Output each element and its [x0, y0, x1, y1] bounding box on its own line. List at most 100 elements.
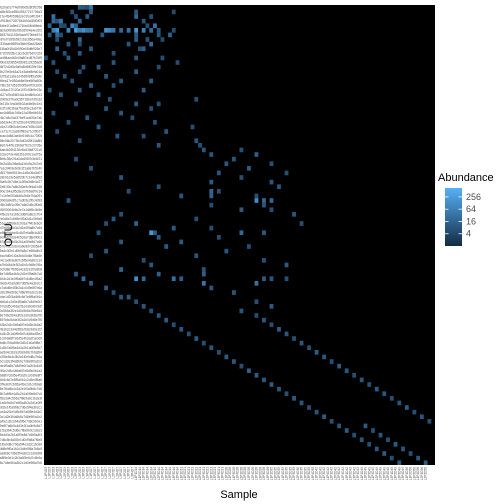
x-tick-label: L2P2D14	[153, 467, 157, 481]
heatmap-cell	[337, 423, 342, 429]
heatmap-cell	[269, 198, 274, 203]
y-tick-label: 3b0b7c3dd2e1f0a9b8c7d6e5f4a3b2c1	[0, 406, 42, 410]
x-tick-label: L1P1D49	[360, 467, 364, 481]
y-tick-label: a43a5fb12c6e07de4a63b1d09c1ad75a	[0, 153, 42, 157]
y-tick-label: e6ab19e8b7a6f5e4d3c2b1a0f9e8d7c6	[0, 392, 42, 396]
heatmap-cell	[371, 428, 375, 433]
x-tick-label: L3P4D35	[311, 467, 315, 481]
y-tick-label: 7a9c1b0d2e3f4a5b6c7d8e9f0a1b2c3d	[0, 291, 42, 295]
x-tick-label: L2P1D3	[59, 467, 63, 479]
heatmap-cell	[100, 32, 105, 38]
x-tick-label: L1P3D28	[232, 467, 236, 481]
heatmap-cell	[107, 28, 112, 33]
y-tick-label: c7f87a43e215c7ea0d9b32ab8e5fc1e4	[0, 102, 42, 106]
y-tick-label: 6f2d84a7c1b9e0f3a5d6c2b8e7f4a091	[0, 194, 42, 198]
y-tick-label: a7b72c6af0e1d2c3b4a5f6e7d8c9b0a1	[0, 419, 42, 423]
heatmap-cell	[352, 432, 357, 438]
legend-tick-label: 64	[466, 204, 476, 214]
heatmap-cell	[141, 258, 146, 263]
x-tick-label: L3P4D7	[130, 467, 134, 479]
heatmap-cell	[262, 377, 266, 383]
x-tick-label: L2P2D21	[198, 467, 202, 481]
x-tick-label: L1P2D14	[138, 467, 142, 481]
x-tick-label: L2P4D14	[161, 467, 165, 481]
heatmap-cell	[74, 271, 78, 277]
y-tick-label: ee6b9aa0c1d2e3f4a5b6c7d8e9f0a1b2	[0, 360, 42, 364]
y-tick-labels: f83be8fc2bab1774ef09bd5c8f3f1058b1fe2640…	[0, 5, 42, 464]
y-tick-label: 2fa6c7d90e1b4a3f5c8e2d7b6a0f9c14	[0, 189, 42, 193]
heatmap-cell	[164, 317, 169, 323]
y-tick-label: 4a6e2f7c8b91d3e5a6f20b7c1d4e8f93	[0, 176, 42, 180]
heatmap-cell	[171, 225, 176, 231]
heatmap-cell	[322, 354, 327, 360]
y-tick-label: 3aeed04f1f05004b8c2e7a1d6f9c3b5e	[0, 208, 42, 212]
y-tick-label: f5b9a80ff1e2d3c4b5a6f7e8d9c0b1a2	[0, 369, 42, 373]
x-tick-label: L1P4D35	[281, 467, 285, 481]
x-tick-label: L3P2D7	[123, 467, 127, 479]
y-tick-label: 8f3ae93c627a7bd56f24a14ed6b5c0d1	[0, 93, 42, 97]
heatmap-cell	[104, 28, 108, 33]
heatmap-cell	[89, 5, 93, 10]
heatmap-cell	[416, 455, 421, 461]
x-tick-label: L2P2D3	[63, 467, 67, 479]
y-tick-label: 7a8a0b4f0bd32085542808112fc55a06	[0, 61, 42, 65]
y-tick-label: fa8f3d43be6e42a9c8b7d6f5e4a3b2c1	[0, 281, 42, 285]
heatmap-cell	[156, 64, 161, 70]
heatmap-cell	[382, 451, 387, 456]
x-tick-label: L2P1D7	[104, 467, 108, 479]
y-tick-label: 53ef2d04d3c2b1a0f9e8d7c6b5a4f3e2	[0, 332, 42, 336]
heatmap-cell	[374, 446, 379, 452]
x-tick-label: L2P1D56	[420, 467, 424, 481]
heatmap-cell	[239, 175, 244, 180]
x-tick-label: L1P3D3	[52, 467, 56, 479]
heatmap-cell	[77, 87, 82, 93]
x-tick-label: L1P4D14	[145, 467, 149, 481]
heatmap-cell	[51, 18, 56, 24]
heatmap-cell	[66, 198, 71, 203]
y-tick-label: a8eb7c71f0e9d8c7b6a5f4e3d2c1b0a9	[0, 442, 42, 446]
heatmap-cell	[359, 437, 364, 443]
y-tick-label: f4b3bccceabda0fd08a78bc6904a4ed1f2	[0, 28, 42, 32]
heatmap-cell	[216, 189, 221, 194]
x-tick-label: L2P1D49	[375, 467, 379, 481]
x-tick-label: L1P4D49	[371, 467, 375, 481]
y-tick-label: f83be8fc2bab1774ef09bd5c8f3f1058	[0, 5, 42, 9]
y-tick-label: e3bc58d78bcb27d510fb0f5a47b53c06	[0, 84, 42, 88]
heatmap-cell	[156, 235, 161, 240]
heatmap-cell	[134, 14, 139, 19]
heatmap-cell	[201, 340, 206, 346]
heatmap-cell	[262, 202, 266, 208]
heatmap-cell	[389, 455, 394, 461]
heatmap-cell	[284, 391, 289, 397]
heatmap-cell	[66, 41, 71, 47]
y-tick-label: d2db4f3ce71c7c2a3d0ff82a71c09b27	[0, 130, 42, 134]
x-tick-label: L3P1D42	[345, 467, 349, 481]
x-tick-label: L2P1D21	[194, 467, 198, 481]
heatmap-cell	[59, 32, 63, 38]
x-tick-label: L1P1D14	[134, 467, 138, 481]
heatmap-cell	[190, 124, 195, 130]
x-tick-label: L1P4D7	[100, 467, 104, 479]
heatmap-cell	[329, 359, 334, 364]
y-tick-label: 3631d8b37c05f2d5e13cc6c876d07d2d	[0, 51, 42, 55]
heatmap-cell	[111, 51, 116, 56]
heatmap-cell	[119, 294, 123, 300]
y-tick-label: e0e508a5f17f4fe5513bc1d8c06a3d07	[0, 171, 42, 175]
y-tick-label: 50a7f8a4c5ac27f120a10f7c50b9e23c	[0, 88, 42, 92]
x-tick-label: L2P3D14	[157, 467, 161, 481]
x-tick-label: L3P2D3	[78, 467, 82, 479]
x-tick-label: L3P4D28	[266, 467, 270, 481]
heatmap-cell	[299, 400, 304, 406]
heatmap-cell	[363, 423, 368, 429]
heatmap-cell	[262, 230, 266, 236]
heatmap-cell	[119, 28, 123, 33]
heatmap-cell	[149, 308, 154, 314]
heatmap-cell	[119, 175, 123, 180]
heatmap-cell	[55, 46, 60, 52]
y-tick-label: 1d5f4fb8c7d6e5f4a3b2c1d0e9f8a7b6	[0, 461, 42, 465]
x-tick-label: L1P4D28	[236, 467, 240, 481]
heatmap-cell	[141, 87, 146, 93]
heatmap-cell	[216, 170, 221, 176]
heatmap-cell	[134, 221, 139, 226]
heatmap-cell	[134, 28, 139, 33]
